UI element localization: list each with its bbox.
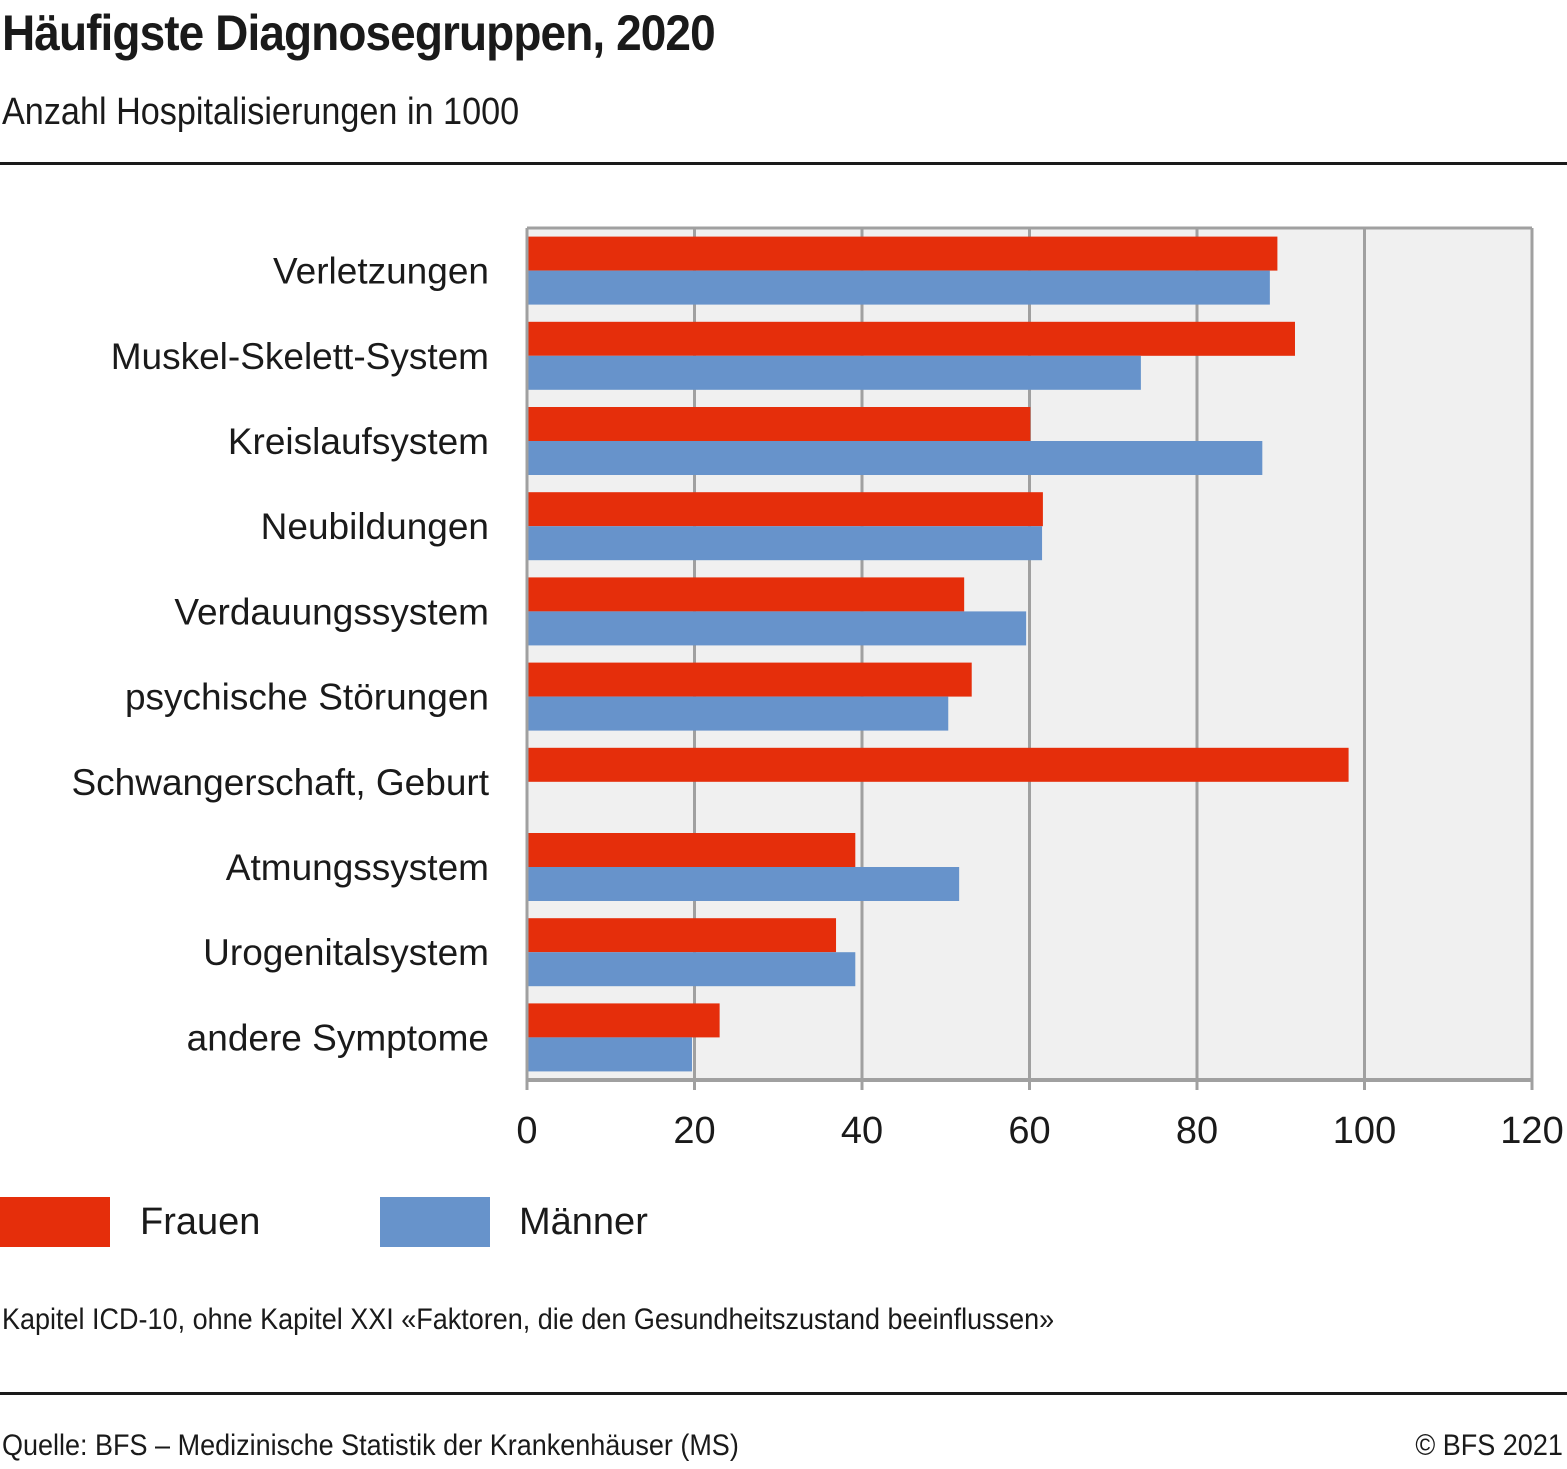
x-tick-label: 80 — [1176, 1110, 1218, 1152]
bar-chart: Verletzungen Muskel-Skelett-System Kreisla… — [72, 226, 1564, 1152]
legend-label-maenner: Männer — [519, 1201, 648, 1243]
x-tick-label: 40 — [841, 1110, 883, 1152]
bar-maenner — [527, 867, 960, 901]
category-label: andere Symptome — [187, 1017, 489, 1058]
bar-frauen — [527, 1003, 720, 1038]
category-label: Atmungssystem — [226, 847, 489, 888]
chart-subtitle: Anzahl Hospitalisierungen in 1000 — [2, 91, 520, 133]
category-label: psychische Störungen — [125, 677, 489, 718]
x-tick-labels: 0 20 40 60 80 100 120 — [516, 1110, 1563, 1152]
category-label: Verdauungssystem — [174, 591, 489, 632]
category-label: Neubildungen — [261, 506, 489, 547]
bar-frauen — [527, 407, 1031, 441]
source-note: Quelle: BFS – Medizinische Statistik der… — [2, 1429, 739, 1462]
bars — [527, 236, 1349, 1072]
bar-maenner — [527, 611, 1027, 646]
legend-swatch-maenner — [380, 1197, 490, 1247]
x-tick-label: 20 — [673, 1110, 715, 1152]
bar-maenner — [527, 1037, 692, 1072]
bar-frauen — [527, 236, 1278, 271]
category-label: Verletzungen — [273, 251, 489, 292]
bar-frauen — [527, 833, 856, 867]
plot-frame — [525, 226, 1534, 1090]
bar-frauen — [527, 321, 1295, 356]
bar-frauen — [527, 918, 837, 953]
chart-title: Häufigste Diagnosegruppen, 2020 — [2, 5, 716, 61]
footnote: Kapitel ICD-10, ohne Kapitel XXI «Faktor… — [2, 1303, 1055, 1336]
x-tick-label: 60 — [1008, 1110, 1050, 1152]
legend-label-frauen: Frauen — [140, 1201, 261, 1243]
category-labels: Verletzungen Muskel-Skelett-System Kreisla… — [72, 251, 490, 1059]
copyright: © BFS 2021 — [1415, 1429, 1563, 1462]
top-divider — [0, 162, 1567, 165]
bar-frauen — [527, 492, 1043, 527]
legend-swatch-frauen — [0, 1197, 110, 1247]
bar-maenner — [527, 355, 1141, 390]
bar-frauen — [527, 577, 965, 612]
bar-frauen — [527, 747, 1349, 782]
bar-maenner — [527, 696, 949, 731]
x-tick-label: 120 — [1500, 1110, 1563, 1152]
bar-maenner — [527, 952, 856, 987]
category-label: Schwangerschaft, Geburt — [72, 762, 490, 803]
x-tick-label: 0 — [516, 1110, 537, 1152]
legend: Frauen Männer — [0, 1197, 700, 1247]
category-label: Urogenitalsystem — [203, 932, 489, 973]
bottom-divider — [0, 1392, 1567, 1395]
category-label: Kreislaufsystem — [228, 421, 489, 462]
bar-maenner — [527, 526, 1043, 561]
x-tick-label: 100 — [1333, 1110, 1396, 1152]
category-label: Muskel-Skelett-System — [111, 336, 489, 377]
bar-frauen — [527, 662, 972, 697]
bar-maenner — [527, 270, 1270, 305]
bar-maenner — [527, 441, 1263, 475]
